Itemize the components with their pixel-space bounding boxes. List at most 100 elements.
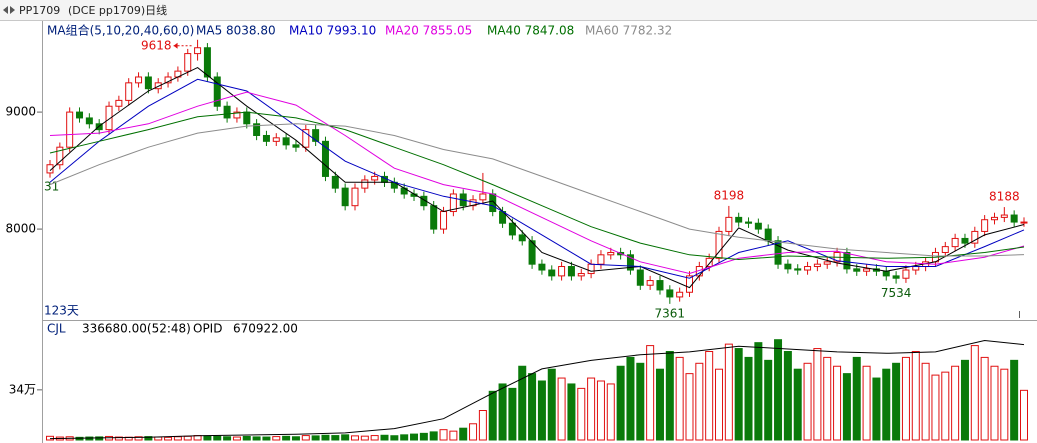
candle-body	[56, 146, 64, 166]
volume-bar	[872, 377, 881, 441]
volume-bar	[134, 436, 143, 441]
candle-body	[371, 175, 379, 181]
candle-body	[262, 134, 270, 142]
volume-bar	[95, 436, 104, 441]
candle-body	[971, 230, 979, 244]
candle-body	[351, 187, 359, 207]
volume-bar	[715, 368, 724, 441]
volume-bar	[537, 380, 546, 441]
candle-body	[430, 205, 438, 230]
annotation-arrowhead	[173, 42, 178, 49]
candle-body	[892, 275, 900, 279]
candle-body	[518, 234, 526, 242]
candle-body	[853, 268, 861, 272]
ma-legend: MA10 7993.10	[289, 24, 376, 38]
volume-bar	[685, 373, 694, 441]
volume-bar	[449, 430, 458, 441]
candle-body	[341, 187, 349, 207]
candle-body	[794, 268, 802, 271]
volume-bar	[842, 373, 851, 441]
candle-body	[941, 246, 949, 253]
volume-bar	[213, 435, 222, 441]
opid-line	[49, 339, 1025, 440]
candle-body	[646, 280, 654, 286]
volume-bar	[705, 351, 714, 441]
candle-body	[715, 230, 723, 259]
candle-body	[636, 269, 644, 286]
y-tick-label: 8000	[5, 222, 36, 236]
candle-body	[135, 76, 143, 84]
candle-body	[745, 221, 753, 224]
candle-body	[302, 129, 310, 148]
candle-body	[312, 129, 320, 142]
candle-body	[213, 76, 221, 107]
candle-body	[479, 193, 487, 201]
annotation: 8188	[989, 190, 1020, 204]
volume-bar	[173, 436, 182, 441]
volume-bar	[862, 365, 871, 441]
symbol: PP1709	[19, 4, 60, 17]
volume-bar	[547, 368, 556, 441]
annotation: 7534	[881, 286, 912, 300]
volume-bar	[223, 436, 232, 441]
volume-bar	[901, 356, 910, 441]
candle-body	[194, 47, 202, 55]
volume-bar	[724, 343, 733, 441]
volume-bar	[508, 387, 517, 441]
ma-line	[49, 123, 1025, 257]
volume-bar	[459, 427, 468, 441]
candle-body	[666, 289, 674, 298]
volume-bar	[970, 345, 979, 441]
volume-bar	[429, 431, 438, 441]
volume-bar	[813, 348, 822, 441]
volume-bar	[774, 339, 783, 441]
volume-bar	[518, 365, 527, 441]
opid-name: OPID	[193, 322, 222, 336]
candle-body	[105, 105, 113, 131]
ma-line	[49, 111, 1025, 261]
volume-bar	[114, 436, 123, 441]
volume-bar	[488, 390, 497, 441]
candle-body	[961, 237, 969, 244]
volume-bar	[823, 356, 832, 441]
volume-bar	[1000, 368, 1009, 441]
candle-body	[912, 266, 920, 271]
volume-bar	[370, 435, 379, 441]
volume-bar	[400, 434, 409, 441]
volume-bar	[1010, 359, 1019, 441]
candle-body	[882, 270, 890, 277]
volume-bar	[380, 434, 389, 441]
candle-body	[902, 269, 910, 279]
volume-bar	[852, 356, 861, 441]
candle-body	[243, 111, 251, 125]
candle-body	[548, 269, 556, 277]
volume-bar	[311, 435, 320, 441]
volume-bar	[675, 356, 684, 441]
opid-legend: 670922.00	[233, 322, 298, 336]
volume-bar	[980, 356, 989, 441]
side-label: 31	[44, 180, 59, 194]
volume-bar	[1020, 389, 1028, 441]
volume-bar	[911, 351, 920, 441]
ma-title: MA组合(5,10,20,40,60,0)	[47, 23, 194, 38]
candle-body	[990, 216, 998, 221]
candle-body	[863, 268, 871, 272]
volume-bar	[892, 362, 901, 441]
nav-icon[interactable]	[3, 6, 15, 14]
candle-body	[951, 237, 959, 248]
candle-body	[558, 266, 566, 277]
candle-body	[272, 137, 280, 142]
volume-bar	[528, 373, 537, 441]
candle-body	[735, 216, 743, 223]
candle-body	[567, 266, 575, 277]
candle-body	[184, 53, 192, 72]
volume-bar	[301, 435, 310, 441]
candle-body	[577, 273, 585, 277]
candle-body	[508, 222, 516, 236]
candle-body	[725, 216, 733, 232]
volume-bar	[596, 380, 605, 441]
annotation: 8198	[714, 188, 745, 202]
candle-body	[528, 240, 536, 265]
volume-bar	[341, 434, 350, 441]
